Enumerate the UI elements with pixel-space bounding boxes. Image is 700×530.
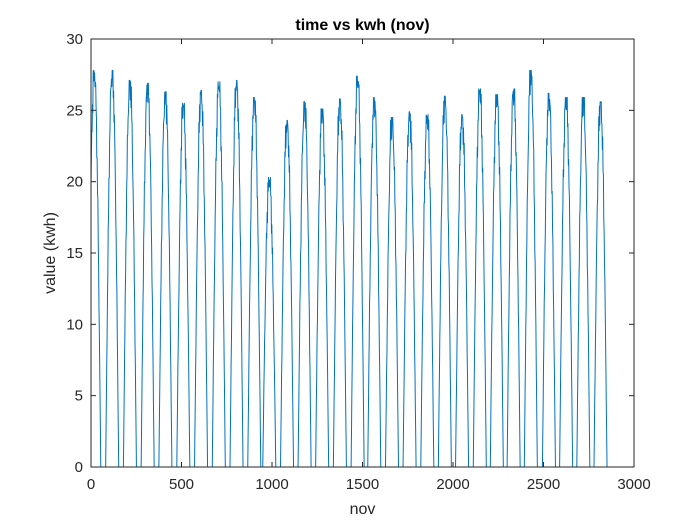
y-tick-label: 5	[75, 388, 83, 405]
x-tick-label: 2500	[527, 476, 560, 493]
y-tick-label: 20	[66, 174, 83, 191]
x-axis-ticks: 0 500 1000 1500 2000 2500 3000	[87, 39, 651, 493]
y-axis-label: value (kwh)	[42, 212, 59, 294]
y-tick-label: 0	[75, 459, 83, 476]
x-tick-label: 1500	[346, 476, 379, 493]
series-line	[90, 69, 627, 468]
chart-title: time vs kwh (nov)	[295, 17, 429, 34]
x-tick-label: 1000	[255, 476, 288, 493]
x-axis-label: nov	[350, 501, 376, 518]
y-tick-label: 10	[66, 316, 83, 333]
x-tick-label: 0	[87, 476, 95, 493]
y-tick-label: 30	[66, 31, 83, 48]
x-tick-label: 2000	[436, 476, 469, 493]
y-axis-ticks: 0 5 10 15 20 25 30	[66, 31, 634, 476]
y-tick-label: 15	[66, 245, 83, 262]
series-group	[90, 69, 627, 468]
y-tick-label: 25	[66, 102, 83, 119]
x-tick-label: 500	[169, 476, 194, 493]
x-tick-label: 3000	[617, 476, 650, 493]
